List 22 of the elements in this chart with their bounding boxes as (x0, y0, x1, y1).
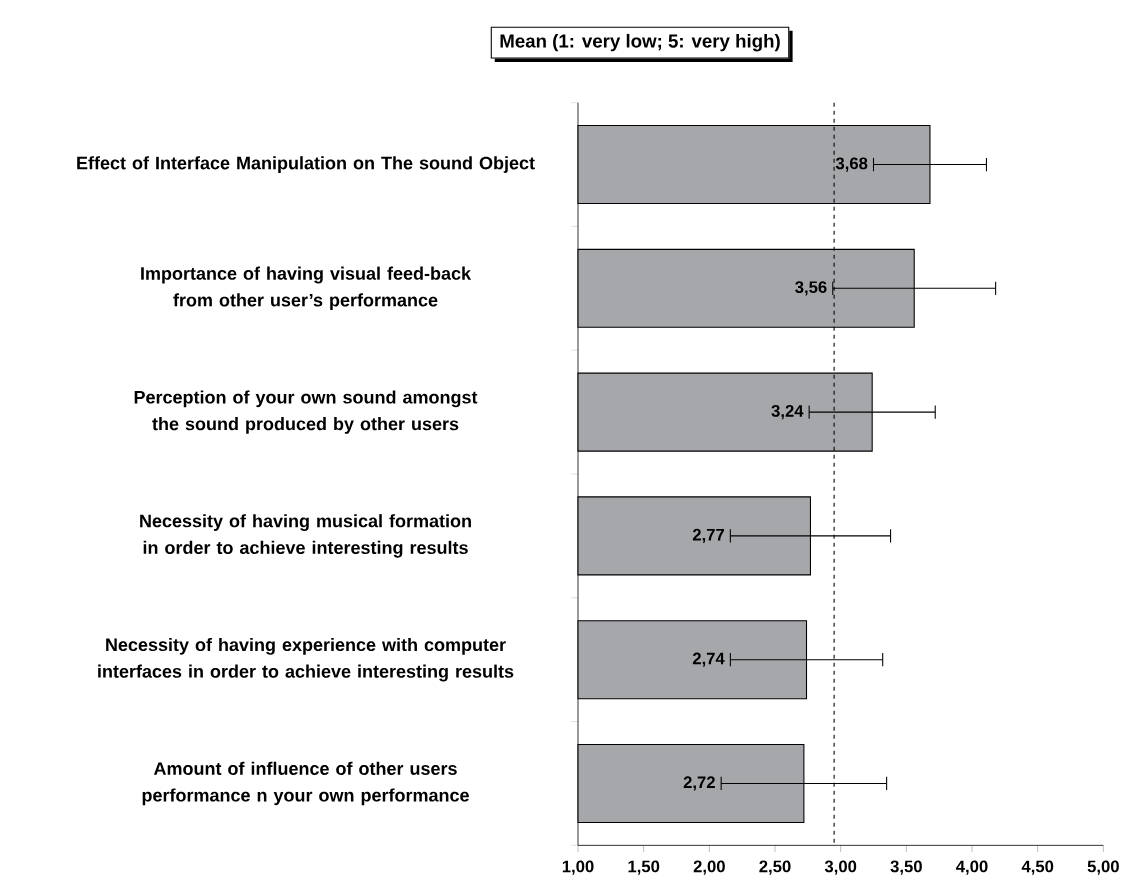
y-tick-label: Perception of your own sound amongst the sound produced by other users (134, 390, 478, 434)
x-tick-label: 1,50 (628, 860, 660, 875)
y-tick-label: Amount of influence of other users performance n your own performance (142, 761, 469, 806)
data-label: 3,56 (795, 281, 827, 296)
x-tick-label: 4,50 (1021, 860, 1054, 875)
data-label: 3,68 (835, 157, 868, 172)
chart-title: Mean (1: very low; 5: very high) (500, 33, 780, 52)
x-tick-label: 1,00 (562, 860, 594, 875)
data-label: 2,74 (692, 652, 725, 667)
x-tick-label: 2,00 (693, 860, 725, 875)
data-label: 2,72 (683, 776, 715, 791)
data-label: 2,77 (692, 528, 725, 543)
x-tick-label: 2,50 (759, 860, 791, 875)
data-label: 3,24 (771, 405, 804, 420)
x-tick-label: 4,00 (956, 860, 988, 875)
y-tick-label: Importance of having visual feed-back from other user’s performance (141, 266, 472, 311)
y-tick-label: Necessity of having experience with computer interfaces in order to achieve interesting results (98, 637, 514, 682)
y-tick-label: Effect of Interface Manipulation on The sound Object (77, 156, 535, 173)
x-tick-label: 5,00 (1087, 860, 1119, 875)
x-tick-label: 3,00 (824, 860, 857, 875)
x-tick-label: 3,50 (890, 860, 922, 875)
y-tick-label: Necessity of having musical formation in order to achieve interesting results (140, 514, 471, 558)
